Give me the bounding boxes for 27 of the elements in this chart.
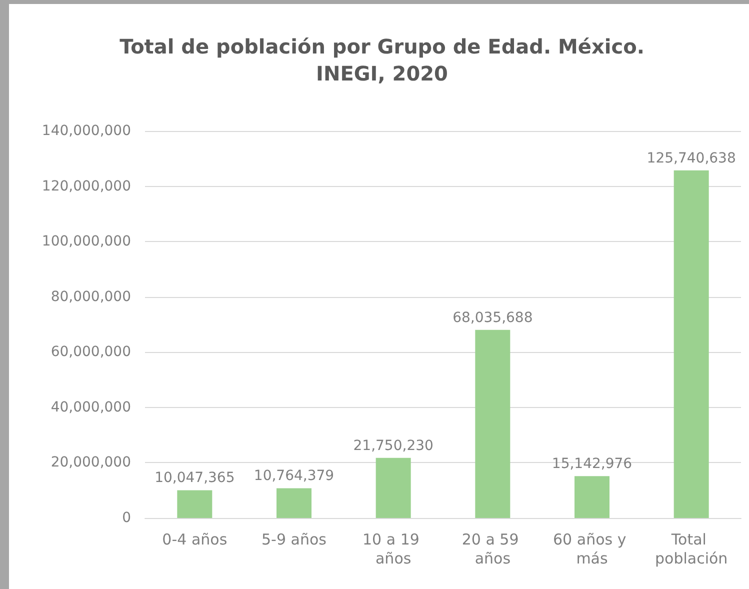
x-tick-label: 10 a 19 años: [362, 530, 424, 568]
x-tick-label: Total población: [654, 530, 728, 568]
bar: [376, 458, 411, 518]
bar: [475, 330, 510, 518]
y-tick-label: 100,000,000: [42, 234, 131, 250]
x-tick-label: 60 años y más: [553, 530, 631, 568]
y-tick-label: 40,000,000: [50, 399, 131, 416]
bar: [177, 490, 212, 518]
data-label: 125,740,638: [646, 150, 736, 166]
data-label: 15,142,976: [552, 456, 632, 472]
data-label: 21,750,230: [353, 438, 434, 454]
x-tick-label: 20 a 59 años: [462, 530, 524, 568]
bar: [574, 476, 610, 518]
y-tick-label: 60,000,000: [50, 344, 131, 360]
x-tick-label: 5-9 años: [262, 530, 327, 548]
data-label: 68,035,688: [452, 310, 533, 326]
y-tick-label: 140,000,000: [42, 123, 131, 139]
y-tick-label: 20,000,000: [50, 454, 131, 471]
bar: [276, 488, 312, 518]
data-label: 10,764,379: [254, 468, 334, 484]
y-tick-label: 80,000,000: [50, 288, 131, 305]
bar: [674, 170, 709, 518]
y-tick-label: 120,000,000: [42, 178, 131, 194]
y-tick-label: 0: [122, 510, 131, 526]
data-label: 10,047,365: [154, 470, 235, 486]
chart-title: Total de población por Grupo de Edad. México. INEGI, 2020: [120, 34, 644, 86]
x-tick-label: 0-4 años: [162, 530, 228, 548]
